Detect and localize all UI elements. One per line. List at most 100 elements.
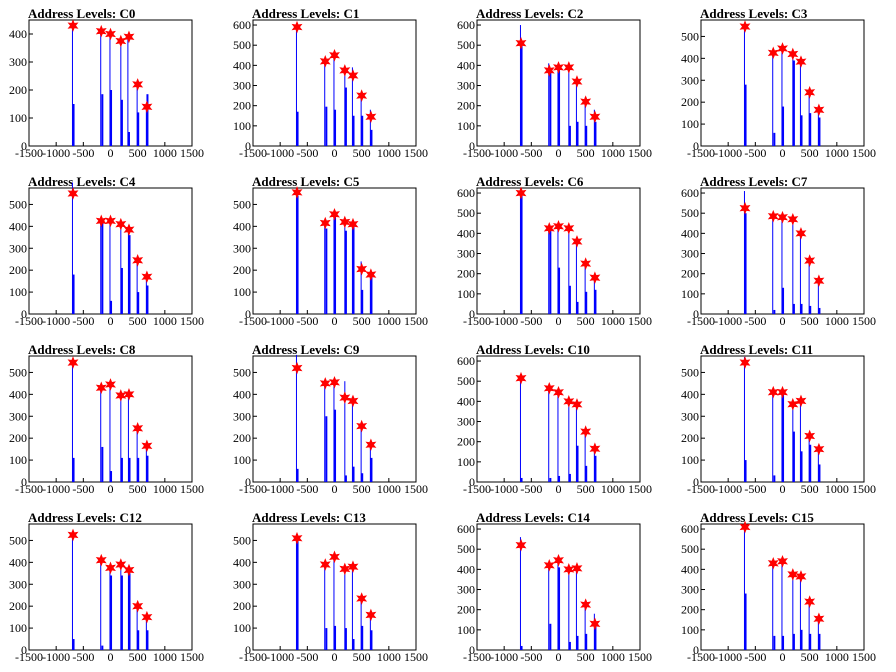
y-tick-label: 100 (233, 119, 251, 133)
bar (369, 442, 371, 482)
bar (558, 475, 561, 482)
peak-marker (739, 201, 751, 215)
bar (744, 213, 747, 314)
bar (136, 85, 138, 146)
plot-frame (28, 187, 193, 315)
y-tick-label: 600 (457, 354, 475, 368)
chart-panel-2: Address Levels: C2 0 100 200 300 400 500 600 -15… (448, 0, 672, 168)
chart-panel-1: Address Levels: C1 0 100 200 300 400 500 600 -15… (224, 0, 448, 168)
bar (792, 56, 794, 146)
y-tick-label: 300 (233, 241, 251, 255)
peak-marker (767, 557, 779, 570)
peak-marker (329, 550, 340, 564)
y-tick-label: 0 (245, 307, 251, 321)
y-tick-label: 100 (9, 621, 27, 635)
peak-marker (329, 375, 340, 389)
x-tick-label: -1000 (266, 146, 294, 160)
peak-marker (804, 86, 816, 99)
bar (72, 274, 75, 314)
peak-marker (347, 69, 359, 82)
x-tick-label: 1500 (404, 482, 428, 496)
peak-marker (105, 378, 116, 391)
peak-marker (67, 528, 79, 542)
bar (584, 263, 586, 314)
x-tick-label: -1000 (490, 482, 518, 496)
y-tick-label: 300 (457, 247, 475, 261)
bar (781, 559, 783, 650)
bar (744, 84, 747, 146)
y-tick-label: 200 (233, 431, 251, 445)
peak-marker (563, 222, 575, 235)
bar (548, 63, 550, 146)
y-tick-label: 500 (233, 197, 251, 211)
bar (744, 593, 747, 650)
peak-marker (141, 610, 153, 624)
bar (568, 227, 570, 314)
bar (352, 226, 355, 314)
bar (799, 229, 801, 314)
chart-title: Address Levels: C10 (476, 342, 590, 357)
bar (781, 215, 783, 314)
x-tick-label: -500 (72, 314, 94, 328)
chart-svg: Address Levels: C50100200300400500-1500-… (233, 174, 428, 328)
bar (334, 409, 337, 482)
chart-title: Address Levels: C13 (252, 510, 366, 525)
x-tick-label: -1000 (714, 650, 742, 664)
x-tick-label: 1000 (601, 314, 625, 328)
y-tick-label: 500 (233, 38, 251, 52)
peak-marker (123, 30, 135, 44)
y-tick-label: 0 (693, 307, 699, 321)
chart-panel-13: Address Levels: C13 0 100 200 300 400 500 -1500… (224, 504, 448, 672)
bar (773, 635, 776, 650)
peak-marker (347, 217, 359, 231)
bar (295, 189, 297, 314)
bar (782, 394, 785, 482)
bar (792, 303, 795, 314)
x-tick-label: -1500 (239, 314, 267, 328)
bar (584, 97, 586, 146)
peak-marker (571, 562, 583, 575)
bar (792, 573, 794, 650)
y-tick-label: 0 (693, 139, 699, 153)
bar (344, 87, 347, 146)
peak-marker (291, 361, 303, 375)
y-tick-label: 0 (21, 475, 27, 489)
bar (773, 309, 776, 314)
x-tick-label: 0 (332, 314, 338, 328)
bar (585, 633, 588, 650)
y-tick-label: 400 (9, 219, 27, 233)
bar (334, 109, 337, 146)
bar (549, 623, 552, 650)
peak-marker (356, 262, 368, 276)
x-tick-label: 1500 (852, 146, 876, 160)
bar (296, 195, 299, 314)
peak-marker (365, 438, 377, 452)
bar (557, 557, 559, 650)
bar (520, 195, 523, 314)
bar (109, 34, 111, 146)
x-tick-label: -500 (520, 146, 542, 160)
peak-marker (543, 381, 555, 395)
bar (370, 129, 373, 146)
x-tick-label: 500 (129, 650, 147, 664)
peak-marker (339, 562, 351, 576)
bar (351, 396, 353, 482)
bar (352, 639, 355, 650)
bar (72, 457, 75, 482)
peak-marker (563, 61, 575, 74)
x-tick-label: 1000 (825, 650, 849, 664)
bar (575, 567, 577, 650)
bar (120, 221, 122, 314)
bar (549, 69, 552, 146)
bar (576, 445, 579, 482)
peak-marker (580, 95, 592, 108)
y-tick-label: 200 (9, 599, 27, 613)
bar (594, 455, 597, 482)
peak-marker (804, 429, 816, 443)
peak-marker (580, 425, 592, 438)
bar (594, 289, 597, 314)
peak-marker (813, 612, 825, 626)
bar (110, 300, 113, 314)
bar (100, 219, 102, 314)
bar (361, 625, 364, 650)
